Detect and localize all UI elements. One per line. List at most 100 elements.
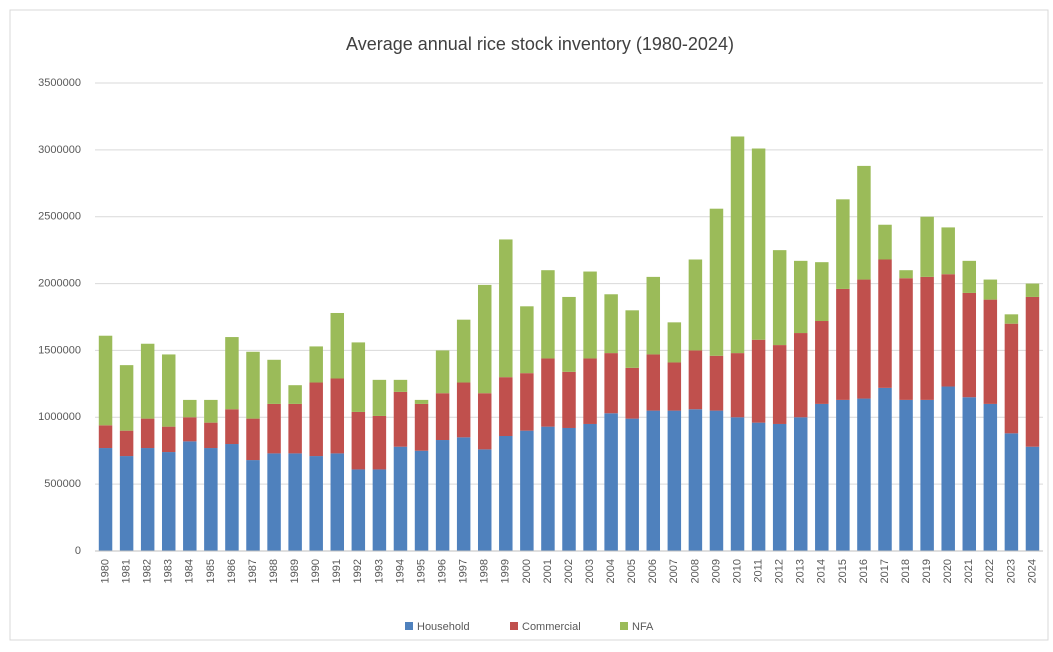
x-tick-label: 2002 <box>563 559 575 583</box>
bar-segment <box>499 239 513 378</box>
bar-segment <box>941 274 955 387</box>
x-tick-label: 2007 <box>668 559 680 583</box>
bar-segment <box>983 279 998 300</box>
bar-segment <box>562 296 576 372</box>
y-tick-label: 500000 <box>44 478 81 490</box>
bar-segment <box>435 350 450 394</box>
bar-segment <box>983 403 998 551</box>
x-tick-label: 1985 <box>205 559 217 583</box>
bar-segment <box>899 270 913 279</box>
bar-segment <box>1025 283 1040 297</box>
bar-segment <box>246 351 260 419</box>
bar-segment <box>330 378 345 454</box>
y-tick-label: 1000000 <box>38 411 81 423</box>
bar-segment <box>751 339 766 423</box>
bar-segment <box>709 410 724 551</box>
bar-segment <box>288 403 302 454</box>
bar-segment <box>477 284 492 394</box>
x-tick-label: 2016 <box>858 559 870 583</box>
bar-segment <box>499 377 513 437</box>
bar-segment <box>941 227 955 275</box>
bar-segment <box>520 373 534 431</box>
x-tick-label: 2021 <box>963 559 975 583</box>
bar-segment <box>541 270 555 359</box>
x-tick-label: 1999 <box>500 559 512 583</box>
x-tick-label: 1990 <box>310 559 322 583</box>
bar-segment <box>962 397 977 551</box>
x-tick-label: 1996 <box>437 559 449 583</box>
bar-segment <box>625 418 639 551</box>
bar-segment <box>857 279 871 399</box>
bar-segment <box>183 417 197 442</box>
bar-segment <box>225 337 239 410</box>
bar-segment <box>98 335 113 426</box>
bar-segment <box>309 382 323 457</box>
bar-segment <box>393 379 408 392</box>
bar-segment <box>98 448 113 551</box>
bar-segment <box>1004 323 1019 434</box>
bar-segment <box>962 260 977 293</box>
bar-segment <box>140 343 155 419</box>
bar-segment <box>962 292 977 398</box>
bar-segment <box>541 426 555 551</box>
bar-segment <box>309 346 323 383</box>
bar-segment <box>878 387 892 551</box>
bar-segment <box>815 403 829 551</box>
bar-segment <box>456 319 471 383</box>
bar-segment <box>225 409 239 445</box>
x-tick-label: 2012 <box>774 559 786 583</box>
x-tick-label: 2017 <box>879 559 891 583</box>
bar-segment <box>351 342 366 412</box>
legend-swatch <box>510 622 518 630</box>
bar-segment <box>899 399 913 551</box>
bar-segment <box>477 449 492 551</box>
bar-segment <box>393 446 408 551</box>
bar-segment <box>456 437 471 551</box>
x-tick-label: 1986 <box>226 559 238 583</box>
legend-swatch <box>620 622 628 630</box>
bar-segment <box>878 224 892 260</box>
bar-segment <box>583 271 597 359</box>
bar-segment <box>98 425 113 449</box>
x-tick-label: 2015 <box>837 559 849 583</box>
x-tick-label: 2000 <box>521 559 533 583</box>
bar-segment <box>520 306 534 374</box>
y-tick-label: 0 <box>75 545 81 557</box>
bar-segment <box>246 460 260 551</box>
bar-segment <box>941 386 955 551</box>
bar-segment <box>751 148 766 340</box>
x-tick-label: 2013 <box>795 559 807 583</box>
bar-segment <box>435 393 450 441</box>
bar-segment <box>878 259 892 388</box>
x-tick-label: 2004 <box>605 559 617 583</box>
x-tick-label: 1998 <box>479 559 491 583</box>
bar-segment <box>309 456 323 551</box>
bar-segment <box>372 469 387 551</box>
y-tick-label: 1500000 <box>38 344 81 356</box>
bar-segment <box>793 333 808 418</box>
x-tick-label: 1992 <box>352 559 364 583</box>
bar-segment <box>857 165 871 280</box>
bar-segment <box>351 469 366 551</box>
bar-segment <box>920 216 934 277</box>
x-tick-label: 2010 <box>731 559 743 583</box>
x-tick-label: 1993 <box>373 559 385 583</box>
x-tick-label: 1983 <box>163 559 175 583</box>
bar-segment <box>351 411 366 470</box>
bar-segment <box>330 312 345 379</box>
bar-segment <box>772 423 787 551</box>
bar-segment <box>414 450 429 551</box>
bar-segment <box>920 276 934 400</box>
bar-segment <box>772 250 787 346</box>
x-tick-label: 2009 <box>710 559 722 583</box>
bar-segment <box>204 422 218 449</box>
bar-segment <box>204 448 218 551</box>
bar-segment <box>709 355 724 411</box>
bar-segment <box>330 453 345 551</box>
bar-segment <box>815 262 829 322</box>
x-tick-label: 2001 <box>542 559 554 583</box>
x-tick-label: 2011 <box>753 559 765 583</box>
bar-segment <box>183 441 197 551</box>
x-tick-label: 1984 <box>184 559 196 583</box>
bar-segment <box>899 278 913 400</box>
